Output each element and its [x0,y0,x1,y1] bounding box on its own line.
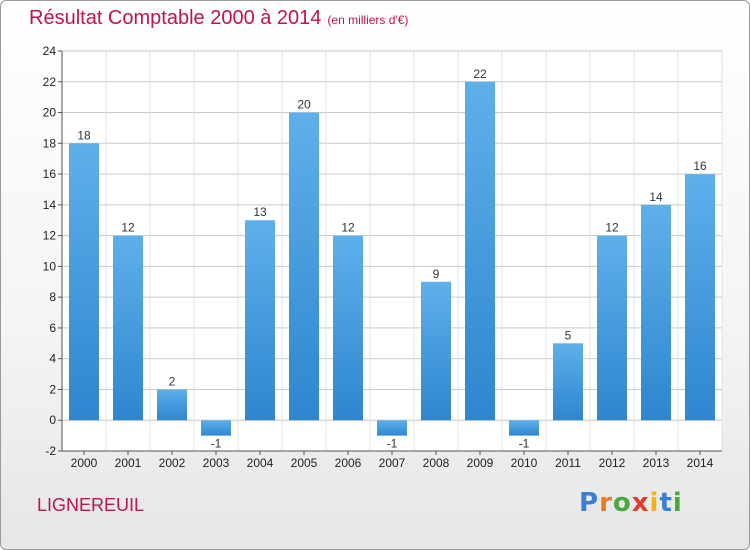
x-tick-label: 2011 [555,456,581,470]
bar [509,420,539,436]
y-tick-label: 8 [49,290,56,304]
data-label: 18 [77,128,91,142]
logo-letter: i [672,488,683,518]
logo-letter: x [631,488,650,518]
x-tick-label: 2001 [115,456,142,470]
data-label: 5 [565,328,572,342]
x-tick-label: 2010 [511,456,538,470]
bar [641,204,671,421]
x-tick-label: 2014 [687,456,714,470]
y-tick-label: 20 [43,106,57,120]
logo-letter: P [579,488,600,518]
y-tick-label: 16 [43,167,57,181]
logo-letter: o [612,488,632,518]
bar [597,235,627,421]
y-tick-label: 0 [49,413,56,427]
bar [465,81,495,421]
bar [201,420,231,436]
x-tick-label: 2007 [379,456,406,470]
data-label: 12 [605,221,619,235]
x-tick-label: 2006 [335,456,362,470]
data-label: 16 [693,159,707,173]
data-label: 22 [473,67,487,81]
y-tick-label: 2 [49,382,56,396]
data-label: 14 [649,190,663,204]
chart-subtitle: (en milliers d'€) [327,13,409,27]
chart-title: Résultat Comptable 2000 à 2014 (en millie… [29,7,408,30]
x-tick-label: 2012 [599,456,626,470]
x-tick-label: 2005 [291,456,318,470]
y-tick-label: 10 [43,259,57,273]
bar [421,281,451,421]
x-tick-label: 2003 [203,456,230,470]
x-tick-label: 2004 [247,456,274,470]
x-tick-label: 2009 [467,456,494,470]
bar [289,112,319,421]
x-tick-label: 2013 [643,456,670,470]
logo-letter: r [599,488,613,518]
y-tick-label: 12 [43,229,57,243]
bar [157,389,187,421]
proxiti-logo: Proxiti [579,488,683,518]
y-tick-label: 24 [43,44,57,58]
y-tick-label: -2 [45,444,56,458]
y-tick-label: 22 [43,75,57,89]
bar [553,343,583,421]
y-tick-label: 4 [49,352,56,366]
data-label: -1 [519,437,530,451]
commune-name: LIGNEREUIL [37,495,145,515]
data-label: 13 [253,205,267,219]
bar [377,420,407,436]
x-tick-label: 2000 [71,456,98,470]
y-tick-label: 14 [43,198,57,212]
y-tick-label: 18 [43,136,57,150]
data-label: 12 [341,221,355,235]
data-label: 12 [121,221,135,235]
logo-letter: t [659,488,673,518]
bar [245,220,275,421]
bar [685,174,715,421]
bar [333,235,363,421]
bar [113,235,143,421]
x-tick-label: 2008 [423,456,450,470]
data-label: 20 [297,98,311,112]
data-label: -1 [211,437,222,451]
x-tick-label: 2002 [159,456,186,470]
data-label: -1 [387,437,398,451]
data-label: 9 [433,267,440,281]
logo-letter: i [649,488,660,518]
bar [69,143,99,421]
y-tick-label: 6 [49,321,56,335]
data-label: 2 [169,374,176,388]
chart-title-text: Résultat Comptable 2000 à 2014 [29,7,322,29]
